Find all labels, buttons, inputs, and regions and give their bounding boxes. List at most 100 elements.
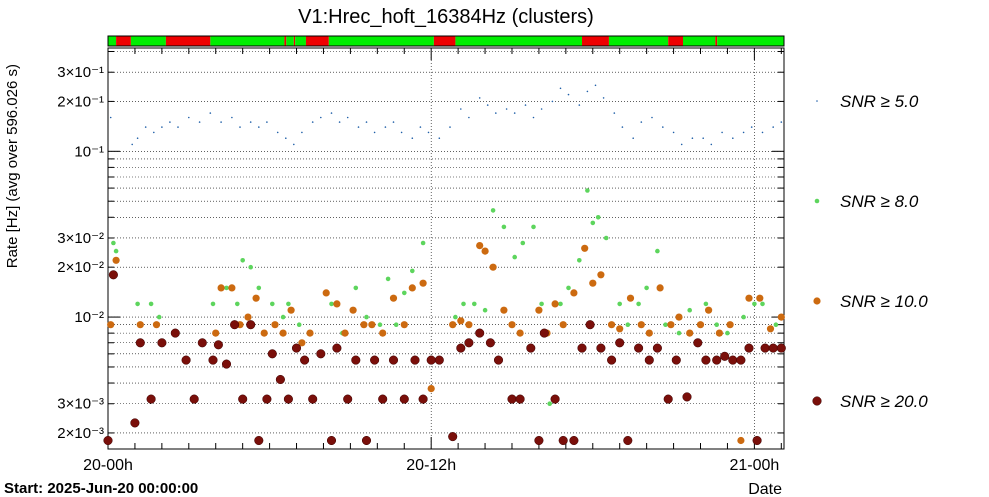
data-point (262, 394, 272, 404)
data-point (136, 137, 139, 139)
data-point (460, 108, 462, 110)
state-bar (107, 35, 785, 47)
data-point (300, 355, 310, 365)
data-point (244, 313, 252, 321)
legend-label: SNR ≥ 10.0 (840, 292, 928, 311)
state-segment-ok (286, 36, 294, 46)
data-point (456, 343, 466, 353)
data-point (465, 321, 473, 329)
data-point (464, 338, 474, 348)
data-point (632, 137, 634, 139)
data-point (663, 394, 673, 404)
data-point (316, 349, 326, 359)
data-point (721, 131, 723, 134)
data-point (687, 307, 692, 313)
data-point (177, 126, 179, 128)
data-point (551, 300, 559, 308)
data-point (637, 321, 645, 329)
data-point (682, 392, 692, 402)
data-point (505, 108, 508, 110)
data-point (531, 224, 536, 230)
data-point (634, 343, 644, 353)
data-point (482, 307, 488, 313)
data-point (693, 338, 703, 348)
state-segment-ok (455, 36, 583, 46)
data-point (275, 374, 285, 385)
data-point (111, 240, 116, 246)
data-point (109, 116, 112, 119)
data-point (389, 294, 398, 302)
data-point (113, 248, 119, 254)
data-point (701, 355, 711, 365)
data-point (752, 435, 762, 446)
data-point (550, 394, 560, 404)
state-bar-frame (107, 35, 785, 47)
data-point (377, 322, 383, 328)
data-point (512, 254, 517, 260)
data-point (385, 276, 391, 282)
y-tick-label: 2×10⁻¹ (57, 93, 104, 110)
data-point (296, 322, 302, 328)
data-point (540, 108, 543, 110)
data-point (449, 321, 457, 329)
data-point (408, 284, 416, 292)
data-point (675, 313, 683, 321)
data-point (613, 112, 616, 114)
data-point (662, 126, 664, 128)
data-point (108, 270, 118, 280)
data-point (485, 338, 495, 348)
data-point (558, 301, 563, 307)
legend-marker (813, 297, 821, 305)
data-point (720, 351, 730, 361)
data-point (570, 289, 578, 297)
data-point (615, 338, 625, 348)
data-point (188, 116, 190, 119)
y-tick-label: 3×10⁻² (57, 230, 104, 247)
data-point (343, 394, 353, 404)
data-point (569, 435, 579, 446)
data-point (585, 188, 590, 193)
data-point (400, 131, 403, 134)
state-segment-bad (305, 36, 329, 46)
data-point (136, 321, 144, 329)
state-segment-bad (582, 36, 609, 46)
data-point (705, 306, 713, 314)
data-point (616, 325, 624, 333)
data-point (625, 322, 631, 328)
data-point (607, 355, 617, 365)
data-points (103, 84, 786, 446)
data-point (776, 343, 786, 353)
data-point (744, 343, 754, 353)
data-point (217, 284, 225, 292)
data-point (597, 271, 605, 279)
data-point (418, 394, 428, 404)
data-point (213, 340, 223, 350)
data-point (507, 394, 517, 404)
data-point (220, 121, 222, 123)
data-point (461, 301, 466, 307)
data-point (378, 394, 388, 404)
series-1 (111, 188, 784, 407)
data-point (198, 121, 201, 123)
data-point (368, 321, 376, 329)
data-point (476, 242, 484, 250)
data-point (780, 121, 783, 123)
data-point (146, 394, 156, 404)
legend-label: SNR ≥ 8.0 (840, 192, 919, 211)
data-point (326, 435, 337, 446)
data-point (427, 385, 435, 393)
data-point (772, 126, 774, 128)
data-point (266, 121, 268, 123)
state-segment-ok (683, 36, 716, 46)
data-point (752, 301, 757, 307)
data-point (256, 285, 262, 291)
data-point (287, 306, 295, 314)
data-point (760, 343, 770, 353)
data-point (235, 301, 240, 307)
data-point (434, 355, 444, 365)
data-point (419, 126, 422, 128)
data-point (539, 301, 544, 307)
data-point (279, 329, 287, 337)
data-point (524, 104, 527, 106)
data-point (169, 121, 171, 123)
